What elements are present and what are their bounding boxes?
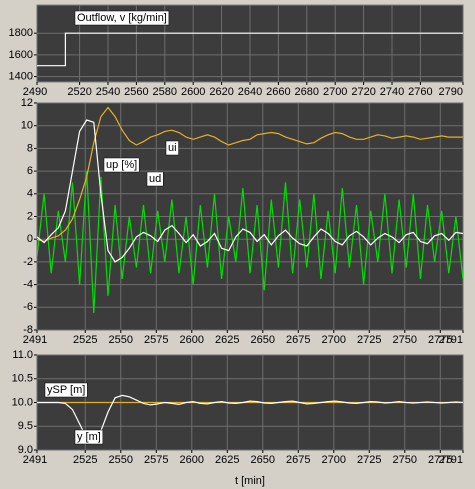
x-tick-label: 2520 [67, 86, 91, 98]
x-tick-label: 2575 [144, 334, 168, 346]
y-tick-label: 2 [27, 210, 33, 222]
series-line [37, 171, 463, 314]
y-tick-label: -6 [23, 301, 33, 313]
y-tick-label: -2 [23, 256, 33, 268]
y-tick-label: 0 [27, 233, 33, 245]
x-tick-label: 2791 [439, 454, 463, 466]
x-tick-label: 2620 [209, 86, 233, 98]
x-tick-label: 2550 [109, 454, 133, 466]
x-tick-label: 2680 [295, 86, 319, 98]
y-tick-label: 8 [27, 142, 33, 154]
series-label: ySP [m] [47, 384, 85, 396]
x-tick-label: 2640 [238, 86, 262, 98]
series-line [37, 106, 463, 243]
y-tick-label: 10.5 [12, 373, 33, 385]
y-tick-label: 12 [21, 97, 33, 109]
x-tick-label: 2560 [124, 86, 148, 98]
x-axis-title: t [min] [235, 475, 265, 487]
x-tick-label: 2750 [393, 334, 417, 346]
x-tick-label: 2600 [181, 86, 205, 98]
y-tick-label: -8 [23, 324, 33, 336]
y-tick-label: 4 [27, 188, 33, 200]
x-tick-label: 2725 [357, 454, 381, 466]
y-tick-label: 10 [21, 120, 33, 132]
x-tick-label: 2550 [109, 334, 133, 346]
series-label-box [44, 382, 88, 398]
y-tick-label: 11.0 [12, 349, 33, 361]
y-tick-label: 1400 [9, 70, 33, 82]
series-line [37, 119, 463, 263]
x-tick-label: 2625 [215, 454, 239, 466]
x-tick-label: 2525 [73, 334, 97, 346]
y-tick-label: 9.0 [18, 444, 33, 456]
x-tick-label: 2490 [23, 86, 47, 98]
y-tick-label: 9.5 [18, 420, 33, 432]
x-tick-label: 2660 [266, 86, 290, 98]
y-tick-label: 1800 [9, 27, 33, 39]
series-label-box [103, 157, 140, 173]
series-line [37, 32, 463, 67]
x-tick-label: 2540 [96, 86, 120, 98]
x-tick-label: 2791 [439, 334, 463, 346]
y-tick-label: 6 [27, 165, 33, 177]
x-tick-label: 2625 [215, 334, 239, 346]
x-tick-label: 2700 [322, 334, 346, 346]
x-tick-label: 2700 [323, 86, 347, 98]
series-line [37, 394, 463, 442]
series-label-box [74, 429, 104, 445]
x-tick-label: 2491 [23, 334, 47, 346]
series-label: ud [149, 173, 161, 185]
x-tick-label: 2725 [357, 334, 381, 346]
x-tick-label: 2600 [180, 454, 204, 466]
x-tick-label: 2600 [180, 334, 204, 346]
x-tick-label: 2580 [153, 86, 177, 98]
x-tick-label: 2675 [286, 334, 310, 346]
x-tick-label: 2575 [144, 454, 168, 466]
x-tick-label: 2775 [428, 454, 452, 466]
x-tick-label: 2760 [408, 86, 432, 98]
x-tick-label: 2775 [428, 334, 452, 346]
x-tick-label: 2720 [351, 86, 375, 98]
x-tick-label: 2750 [393, 454, 417, 466]
series-label: y [m] [77, 431, 101, 443]
series-label-box [74, 10, 170, 26]
x-tick-label: 2740 [380, 86, 404, 98]
x-tick-label: 2790 [439, 86, 463, 98]
x-tick-label: 2700 [322, 454, 346, 466]
y-tick-label: -4 [23, 279, 33, 291]
series-label: ui [168, 142, 177, 154]
x-tick-label: 2491 [23, 454, 47, 466]
series-label: Outflow, v [kg/min] [77, 12, 167, 24]
series-label: up [%] [106, 159, 137, 171]
series-label-box [146, 171, 164, 187]
y-tick-label: 10.0 [12, 396, 33, 408]
x-tick-label: 2650 [251, 334, 275, 346]
x-tick-label: 2650 [251, 454, 275, 466]
series-label-box [165, 140, 179, 156]
x-tick-label: 2525 [73, 454, 97, 466]
y-tick-label: 1600 [9, 49, 33, 61]
x-tick-label: 2675 [286, 454, 310, 466]
